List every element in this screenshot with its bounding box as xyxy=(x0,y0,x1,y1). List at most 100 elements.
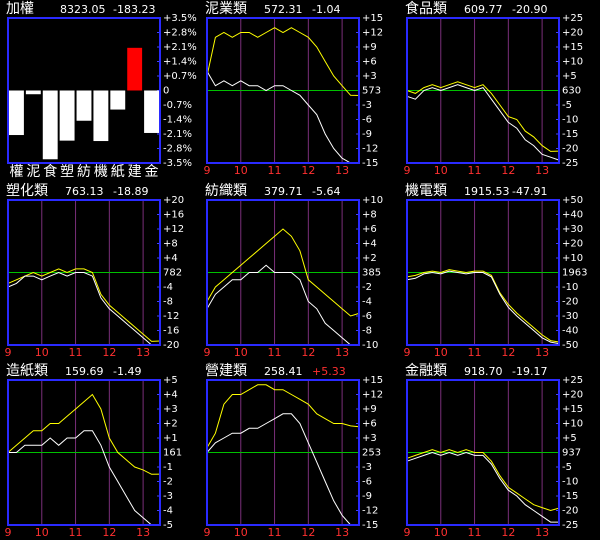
y-tick-label: -10 xyxy=(562,477,578,488)
bar xyxy=(25,90,41,95)
x-tick-label: 11 xyxy=(468,164,482,177)
y-tick-label: -5 xyxy=(562,462,572,473)
y-tick-label: +3 xyxy=(362,433,377,444)
y-tick-label: +2 xyxy=(163,419,178,430)
y-tick-label: -40 xyxy=(562,326,578,337)
y-tick-label: +12 xyxy=(362,390,383,401)
y-tick-label: +40 xyxy=(562,210,583,221)
y-tick-label: -9 xyxy=(362,129,372,140)
category-label: 紙 xyxy=(111,164,125,180)
y-tick-label: +2.8% xyxy=(163,28,197,39)
y-tick-label: -8 xyxy=(163,297,173,308)
y-tick-label: 0 xyxy=(163,86,169,97)
y-tick-label: +5 xyxy=(562,433,577,444)
x-tick-label: 13 xyxy=(535,164,549,177)
price: 8323.05 xyxy=(60,3,106,16)
y-tick-label: +4 xyxy=(163,390,178,401)
x-tick-label: 10 xyxy=(234,164,248,177)
series-line xyxy=(206,413,359,526)
x-tick-label: 9 xyxy=(5,526,12,539)
y-tick-label: +10 xyxy=(562,253,583,264)
category-label: 紡 xyxy=(77,164,91,180)
series-line xyxy=(406,449,560,512)
x-tick-label: 9 xyxy=(204,346,211,359)
x-tick-label: 9 xyxy=(404,164,411,177)
y-tick-label: +15 xyxy=(362,13,383,24)
y-tick-label: 937 xyxy=(562,448,581,459)
y-tick-label: +50 xyxy=(562,195,583,206)
panel-title: 金融類 xyxy=(405,363,447,379)
category-label: 權 xyxy=(9,164,23,180)
y-tick-label: +9 xyxy=(362,404,377,415)
y-tick-label: -6 xyxy=(362,115,372,126)
bar xyxy=(59,90,75,141)
price: 1915.53 xyxy=(464,185,510,198)
y-tick-label: +10 xyxy=(562,419,583,430)
y-tick-label: +12 xyxy=(163,224,184,235)
series-line xyxy=(206,70,359,164)
x-tick-label: 12 xyxy=(501,164,515,177)
series-line xyxy=(7,393,161,475)
y-tick-label: +12 xyxy=(362,28,383,39)
x-tick-label: 9 xyxy=(204,164,211,177)
y-tick-label: -25 xyxy=(562,520,578,531)
y-tick-label: +2 xyxy=(362,253,377,264)
y-tick-label: -30 xyxy=(562,311,578,322)
x-tick-label: 10 xyxy=(234,346,248,359)
y-tick-label: -3.5% xyxy=(163,158,192,169)
bar xyxy=(144,90,159,133)
x-tick-label: 11 xyxy=(268,164,282,177)
x-tick-label: 13 xyxy=(535,526,549,539)
x-tick-label: 11 xyxy=(468,346,482,359)
x-tick-label: 11 xyxy=(69,346,83,359)
y-tick-label: -5 xyxy=(562,100,572,111)
y-tick-label: +1.4% xyxy=(163,57,197,68)
x-tick-label: 12 xyxy=(301,526,315,539)
x-tick-label: 13 xyxy=(136,346,150,359)
series-line xyxy=(406,451,559,523)
y-tick-label: -15 xyxy=(562,129,578,140)
panel-title: 機電類 xyxy=(405,183,447,199)
bar xyxy=(127,47,143,91)
series-line xyxy=(7,268,161,342)
y-tick-label: -25 xyxy=(562,158,578,169)
y-tick-label: +0.7% xyxy=(163,71,197,82)
y-tick-label: +2.1% xyxy=(163,42,197,53)
x-tick-label: 13 xyxy=(335,526,349,539)
y-tick-label: +20 xyxy=(562,239,583,250)
change: -183.23 xyxy=(113,3,155,16)
change: +5.33 xyxy=(312,365,346,378)
y-tick-label: +8 xyxy=(163,239,178,250)
y-tick-label: +30 xyxy=(562,224,583,235)
x-tick-label: 13 xyxy=(136,526,150,539)
category-label: 食 xyxy=(43,163,57,180)
x-tick-label: 11 xyxy=(468,526,482,539)
panel-border xyxy=(206,199,360,346)
y-tick-label: -4 xyxy=(362,297,372,308)
y-tick-label: -8 xyxy=(362,326,372,337)
y-tick-label: 161 xyxy=(163,448,182,459)
y-tick-label: -15 xyxy=(562,491,578,502)
y-tick-label: -20 xyxy=(562,506,578,517)
y-tick-label: +25 xyxy=(562,13,583,24)
series-line xyxy=(406,84,560,161)
series-line xyxy=(206,384,360,448)
y-tick-label: +3 xyxy=(362,71,377,82)
y-tick-label: -50 xyxy=(562,340,578,351)
y-tick-label: +15 xyxy=(362,375,383,386)
panel-title: 泥業類 xyxy=(205,1,247,17)
x-tick-label: 11 xyxy=(69,526,83,539)
y-tick-label: +10 xyxy=(362,195,383,206)
y-tick-label: 782 xyxy=(163,268,182,279)
panel-border xyxy=(406,199,560,346)
series-line xyxy=(206,228,360,317)
y-tick-label: -1.4% xyxy=(163,115,192,126)
x-tick-label: 10 xyxy=(434,164,448,177)
panel-border xyxy=(206,17,360,164)
x-tick-label: 11 xyxy=(268,526,282,539)
x-tick-label: 13 xyxy=(535,346,549,359)
y-tick-label: 573 xyxy=(362,86,381,97)
